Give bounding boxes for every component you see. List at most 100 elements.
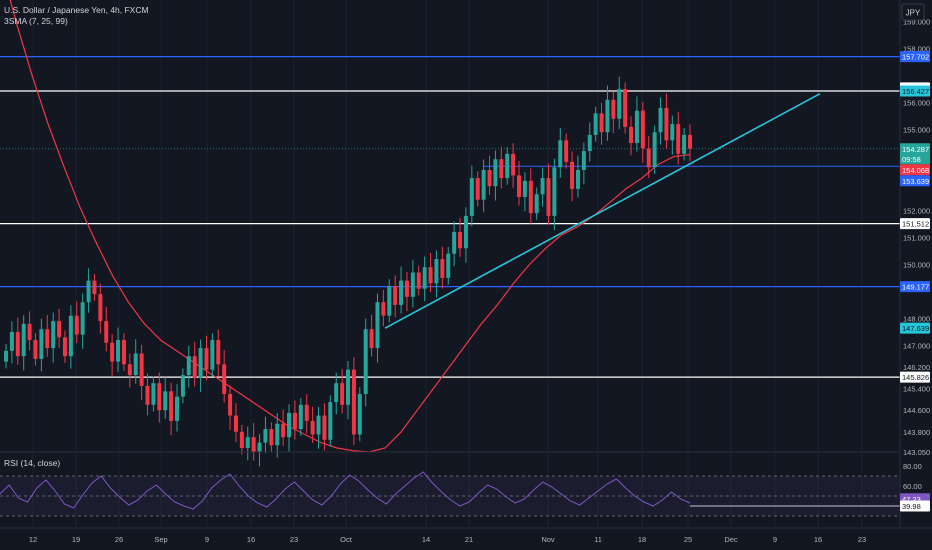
candle — [375, 302, 380, 349]
price-tag-text: 153.639 — [902, 177, 929, 186]
price-tag — [900, 322, 930, 334]
candle — [652, 132, 657, 168]
level-tag — [900, 371, 930, 383]
time-tick: 9 — [773, 535, 777, 544]
grid — [32, 0, 863, 528]
rsi-ma-tag — [900, 500, 930, 512]
candle — [522, 180, 527, 197]
candle — [634, 110, 639, 144]
candle — [133, 353, 138, 376]
candle — [239, 431, 244, 448]
candle — [169, 391, 174, 421]
price-tag — [900, 153, 930, 165]
candle — [469, 178, 474, 216]
candle — [292, 412, 297, 430]
candle — [440, 259, 445, 278]
candle — [475, 178, 480, 200]
price-tag-text: 156.427 — [902, 87, 929, 96]
candle — [80, 302, 85, 335]
candle — [422, 267, 427, 289]
candle — [404, 280, 409, 297]
candle — [346, 369, 350, 405]
candle — [581, 151, 586, 171]
chart-title: U.S. Dollar / Japanese Yen, 4h, FXCM — [4, 5, 149, 15]
candle — [487, 170, 492, 187]
time-tick: 18 — [638, 535, 646, 544]
candle — [481, 170, 486, 200]
price-tag-text: 147.639 — [902, 324, 929, 333]
candle — [575, 170, 580, 189]
time-tick: 16 — [247, 535, 255, 544]
candle — [245, 437, 250, 448]
price-tick: 145.400 — [903, 385, 930, 394]
price-tick: 150.000 — [903, 260, 930, 269]
candle — [157, 383, 162, 411]
time-tick: 19 — [72, 535, 80, 544]
candle — [257, 442, 262, 452]
time-tick: 26 — [115, 535, 123, 544]
candle — [98, 294, 103, 322]
candle — [210, 340, 215, 370]
candle — [664, 107, 669, 141]
time-axis[interactable]: 12 19 26 Sep 9 16 23 Oct 14 21 Nov 11 18 25 Dec 9 16 23 — [29, 535, 866, 544]
candle — [340, 383, 345, 405]
candle — [640, 110, 645, 149]
price-tick: 147.000 — [903, 341, 930, 350]
candle — [222, 364, 227, 394]
candle — [116, 340, 121, 362]
candle — [121, 340, 126, 365]
time-tick: Nov — [541, 535, 555, 544]
currency-label: JPY — [906, 9, 921, 18]
candle — [216, 340, 221, 365]
time-tick: 14 — [422, 535, 430, 544]
candle — [534, 194, 539, 214]
time-tick: 11 — [594, 535, 602, 544]
candle — [393, 286, 398, 305]
candle — [446, 253, 451, 278]
candle — [21, 323, 26, 357]
candle — [434, 259, 439, 284]
candle — [587, 134, 592, 152]
level-tag — [900, 281, 930, 293]
sma-line — [9, 0, 691, 453]
candle — [298, 404, 303, 430]
candle — [74, 315, 79, 335]
candle — [186, 356, 191, 376]
time-tick: 23 — [858, 535, 866, 544]
candle — [428, 267, 433, 284]
time-tick: Sep — [154, 535, 167, 544]
candle — [623, 89, 628, 127]
currency-button[interactable] — [901, 3, 925, 21]
price-tick: 146.200 — [903, 363, 930, 372]
time-tick: 16 — [814, 535, 822, 544]
candle — [68, 315, 73, 357]
candle — [233, 415, 238, 432]
price-tags: 156.544156.427154.28709:58154.068153.639… — [900, 51, 930, 383]
candle — [228, 393, 233, 416]
indicator-label: 3SMA (7, 25, 99) — [4, 16, 68, 26]
candle — [605, 99, 610, 133]
candles — [4, 76, 692, 467]
candle — [192, 356, 197, 378]
candle — [511, 153, 516, 176]
candle — [163, 391, 168, 411]
trendline[interactable] — [384, 93, 821, 329]
candle — [39, 329, 44, 359]
candle — [263, 429, 268, 443]
candle — [151, 383, 156, 405]
candle — [86, 280, 91, 303]
time-tick: Oct — [340, 535, 353, 544]
price-axis-ticks: 159.000 158.000 156.000 155.000 152.000 151.0… — [903, 18, 930, 457]
candle — [540, 178, 545, 195]
rsi-value-text: 47.23 — [902, 495, 921, 504]
candle — [676, 124, 681, 154]
price-tick: 159.000 — [903, 18, 930, 27]
level-tag-text: 157.702 — [902, 53, 929, 62]
candle — [104, 321, 109, 343]
candle — [458, 232, 463, 249]
price-tick: 158.000 — [903, 45, 930, 54]
candle — [251, 437, 256, 452]
